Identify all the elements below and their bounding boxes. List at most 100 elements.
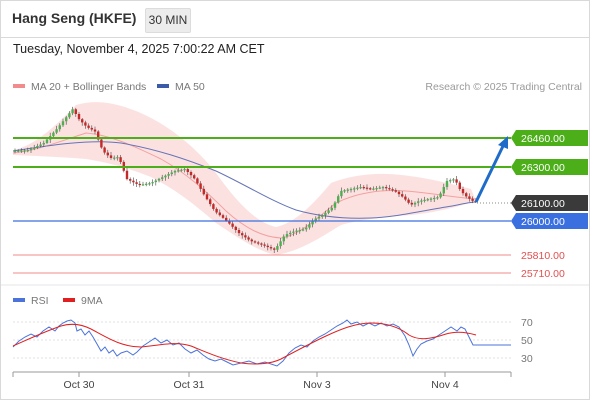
candle-bear bbox=[250, 239, 253, 242]
candle-bear bbox=[138, 183, 141, 186]
candle-bear bbox=[135, 182, 138, 184]
candle-bear bbox=[365, 187, 369, 189]
candle-bear bbox=[109, 155, 113, 158]
candle-bull bbox=[71, 109, 74, 114]
candle-bear bbox=[103, 147, 106, 153]
candle-bear bbox=[260, 243, 263, 245]
candle-bear bbox=[362, 187, 365, 189]
candle-bull bbox=[372, 188, 375, 190]
candle-bear bbox=[247, 237, 250, 240]
candle-bull bbox=[346, 189, 349, 191]
candle-bear bbox=[125, 170, 129, 180]
candle-bear bbox=[205, 194, 209, 200]
candle-bear bbox=[87, 125, 90, 128]
candle-bull bbox=[292, 231, 295, 233]
candle-bear bbox=[209, 199, 212, 205]
candle-bear bbox=[186, 169, 189, 172]
rsi-panel: 70 50 30 bbox=[12, 317, 533, 367]
candle-bear bbox=[244, 235, 247, 238]
x-ticks bbox=[12, 372, 512, 377]
candle-bear bbox=[81, 119, 84, 123]
candle-bull bbox=[327, 210, 330, 213]
candle-bear bbox=[397, 191, 401, 195]
candle-bull bbox=[282, 236, 285, 242]
legend-ma20-bb: MA 20 + Bollinger Bands bbox=[13, 81, 146, 93]
candle-bear bbox=[196, 178, 199, 184]
candle-bear bbox=[461, 189, 465, 194]
legend-9ma: 9MA bbox=[63, 295, 103, 307]
candle-bear bbox=[93, 129, 97, 132]
candle-bull bbox=[436, 197, 439, 199]
research-credit: Research © 2025 Trading Central bbox=[425, 81, 582, 93]
x-label-nov3: Nov 3 bbox=[303, 379, 331, 391]
candle-bull bbox=[61, 121, 65, 126]
candle-bull bbox=[311, 221, 314, 225]
candle-bull bbox=[29, 148, 33, 151]
candle-bull bbox=[333, 202, 337, 208]
rsi-line bbox=[12, 319, 511, 367]
candle-bear bbox=[74, 109, 77, 114]
candle-bear bbox=[455, 179, 458, 183]
candle-bear bbox=[253, 241, 257, 243]
level-label: 26300.00 bbox=[521, 162, 565, 174]
candle-bear bbox=[369, 188, 372, 190]
legend-swatch-ma50 bbox=[157, 84, 169, 89]
x-label-nov4: Nov 4 bbox=[431, 379, 459, 391]
candle-bear bbox=[202, 188, 205, 195]
candle-bull bbox=[420, 200, 423, 202]
candle-bull bbox=[145, 183, 148, 185]
candle-bull bbox=[337, 196, 340, 203]
level-label-box bbox=[511, 159, 588, 175]
projection-arrow bbox=[474, 143, 506, 203]
candle-bear bbox=[199, 183, 202, 189]
candle-bull bbox=[353, 188, 356, 190]
candle-bull bbox=[141, 184, 145, 186]
candle-bear bbox=[391, 189, 394, 191]
candle-bear bbox=[90, 127, 93, 130]
timeframe-button[interactable]: 30 MIN bbox=[145, 8, 191, 33]
candle-bear bbox=[231, 223, 234, 227]
candle-bull bbox=[301, 229, 305, 231]
legend-label-ma20: MA 20 + Bollinger Bands bbox=[31, 81, 147, 93]
candle-bear bbox=[468, 196, 471, 199]
level-label: 26000.00 bbox=[521, 216, 565, 228]
candle-bull bbox=[433, 197, 436, 200]
level-label: 25810.00 bbox=[521, 250, 565, 262]
candle-bear bbox=[273, 248, 276, 250]
candle-bear bbox=[119, 157, 122, 162]
candle-bull bbox=[417, 201, 420, 203]
candle-bear bbox=[394, 190, 397, 192]
candle-bull bbox=[148, 183, 151, 185]
candle-bull bbox=[65, 117, 68, 122]
candle-bull bbox=[183, 169, 186, 171]
candle-bull bbox=[413, 202, 417, 205]
candle-bear bbox=[228, 220, 231, 224]
candle-bear bbox=[215, 208, 218, 213]
candle-bear bbox=[241, 233, 244, 236]
candle-bull bbox=[23, 150, 26, 152]
candle-bull bbox=[285, 234, 289, 237]
candle-bull bbox=[295, 230, 298, 232]
candle-bull bbox=[381, 187, 385, 189]
legend-swatch-ma20 bbox=[13, 84, 25, 89]
candle-bull bbox=[289, 232, 292, 235]
candle-bear bbox=[257, 242, 260, 244]
chart-header: Hang Seng (HKFE) 30 MIN bbox=[1, 1, 589, 38]
candle-bear bbox=[97, 131, 100, 140]
level-label: 25710.00 bbox=[521, 268, 565, 280]
candle-bull bbox=[26, 150, 29, 152]
candle-bear bbox=[410, 202, 413, 205]
candle-bear bbox=[100, 139, 103, 148]
candle-bear bbox=[221, 215, 225, 218]
level-label: 26100.00 bbox=[521, 198, 565, 210]
candle-bull bbox=[321, 215, 324, 217]
rsi-tick-30: 30 bbox=[521, 353, 533, 365]
x-label-oct31: Oct 31 bbox=[174, 379, 205, 391]
candle-bear bbox=[129, 179, 132, 181]
candle-bear bbox=[407, 199, 410, 203]
candle-bear bbox=[132, 180, 135, 183]
candle-bull bbox=[58, 125, 61, 130]
candle-bear bbox=[106, 152, 109, 156]
legend-swatch-rsi bbox=[13, 298, 25, 303]
candle-bull bbox=[429, 198, 433, 200]
